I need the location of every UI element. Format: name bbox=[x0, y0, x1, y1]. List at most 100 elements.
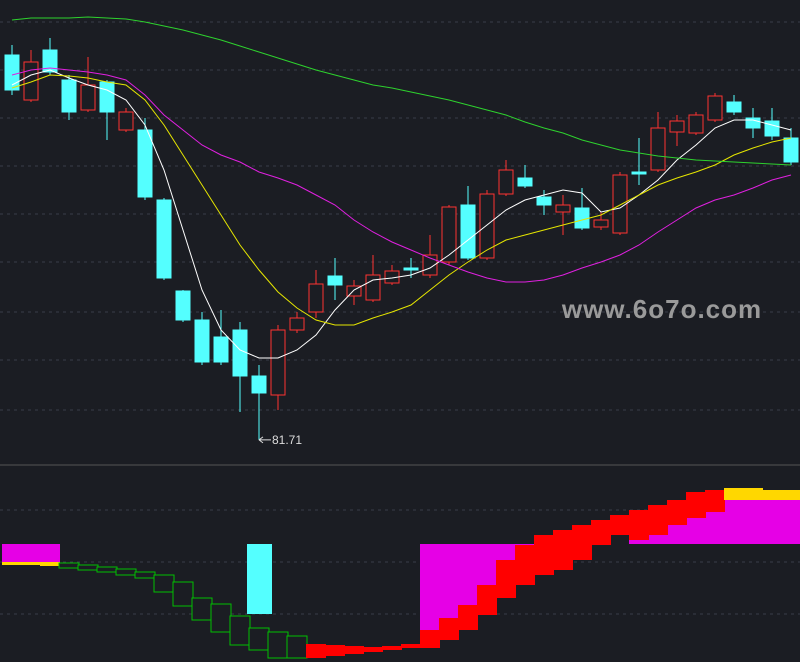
magenta-bar bbox=[705, 512, 725, 544]
candle-body bbox=[555, 204, 571, 213]
candle-body bbox=[631, 171, 647, 175]
indicator-bar bbox=[363, 647, 383, 652]
indicator-bar bbox=[58, 562, 80, 569]
indicator-bar bbox=[781, 490, 800, 500]
magenta-bar bbox=[420, 544, 440, 630]
magenta-bar bbox=[477, 544, 497, 585]
magenta-bar bbox=[496, 544, 516, 560]
indicator-bar bbox=[496, 560, 516, 598]
cyan-bar bbox=[247, 544, 272, 614]
magenta-bar bbox=[762, 500, 782, 544]
indicator-bar bbox=[534, 535, 554, 575]
magenta-bar bbox=[40, 544, 60, 562]
indicator-bar bbox=[2, 562, 22, 565]
indicator-bar bbox=[458, 605, 478, 630]
indicator-bar bbox=[401, 644, 421, 648]
candle-body bbox=[650, 127, 666, 171]
candle-body bbox=[61, 79, 77, 113]
magenta-bar bbox=[515, 544, 535, 545]
indicator-bar bbox=[134, 571, 156, 579]
indicator-bar bbox=[762, 490, 782, 500]
indicator-bar bbox=[153, 574, 175, 593]
watermark: www.6o7o.com bbox=[561, 294, 762, 324]
indicator-bar bbox=[286, 635, 308, 659]
candle-body bbox=[574, 207, 590, 229]
candle-body bbox=[669, 120, 685, 133]
indicator-bar bbox=[229, 615, 251, 646]
magenta-bar bbox=[724, 500, 744, 544]
indicator-bar bbox=[191, 597, 213, 621]
candle-body bbox=[118, 111, 134, 131]
candle-body bbox=[346, 285, 362, 297]
indicator-bar bbox=[629, 510, 649, 540]
indicator-bar bbox=[210, 603, 232, 633]
low-arrow bbox=[258, 436, 271, 444]
indicator-bar bbox=[21, 562, 41, 565]
indicator-bar bbox=[705, 490, 725, 512]
indicator-bar bbox=[743, 488, 763, 500]
candle-body bbox=[783, 137, 799, 163]
candle-body bbox=[270, 329, 286, 396]
candle-body bbox=[707, 95, 723, 121]
candle-body bbox=[232, 329, 248, 377]
indicator-bar bbox=[267, 631, 289, 659]
indicator-bar bbox=[477, 585, 497, 615]
indicator-bar bbox=[40, 562, 60, 566]
candle-body bbox=[308, 283, 324, 313]
candle-body bbox=[517, 177, 533, 187]
indicator-bar bbox=[325, 645, 345, 656]
candle-body bbox=[4, 54, 20, 91]
candle-body bbox=[498, 169, 514, 195]
magenta-bar bbox=[781, 500, 800, 544]
magenta-bar bbox=[686, 518, 706, 544]
indicator-bar bbox=[439, 618, 459, 640]
indicator-bar bbox=[648, 505, 668, 535]
indicator-bar bbox=[96, 566, 118, 573]
indicator-bar bbox=[382, 646, 402, 650]
indicator-bar bbox=[515, 545, 535, 585]
candle-body bbox=[213, 336, 229, 363]
indicator-bar bbox=[344, 646, 364, 654]
ma-line bbox=[11, 74, 792, 326]
indicator-bar bbox=[724, 488, 744, 500]
ma-line bbox=[11, 67, 792, 283]
candle-body bbox=[688, 114, 704, 134]
candle-body bbox=[479, 193, 495, 259]
magenta-bar bbox=[439, 544, 459, 618]
candle-body bbox=[194, 319, 210, 363]
ma-line bbox=[11, 69, 792, 359]
candle-body bbox=[422, 254, 438, 276]
candle-body bbox=[726, 101, 742, 113]
candle-body bbox=[99, 81, 115, 113]
indicator-bar bbox=[306, 644, 326, 658]
candle-body bbox=[251, 375, 267, 394]
magenta-bar bbox=[667, 525, 687, 544]
indicator-bar bbox=[572, 525, 592, 560]
candle-body bbox=[156, 199, 172, 279]
candle-body bbox=[536, 196, 552, 206]
candle-body bbox=[441, 206, 457, 263]
candle-body bbox=[23, 61, 39, 101]
candle-body bbox=[175, 290, 191, 321]
magenta-bar bbox=[648, 535, 668, 544]
candle-body bbox=[460, 204, 476, 259]
magenta-bar bbox=[629, 540, 649, 544]
low-label: 81.71 bbox=[272, 433, 302, 447]
indicator-bar bbox=[77, 564, 99, 571]
candle-body bbox=[593, 219, 609, 228]
indicator-bar bbox=[553, 530, 573, 570]
indicator-bar bbox=[686, 492, 706, 518]
candle-body bbox=[745, 117, 761, 129]
indicator-bar bbox=[610, 515, 630, 535]
indicator-bar bbox=[591, 520, 611, 545]
candle-body bbox=[764, 120, 780, 137]
candle-body bbox=[403, 267, 419, 271]
magenta-bar bbox=[2, 544, 22, 562]
indicator-bar bbox=[248, 627, 270, 651]
candle-body bbox=[80, 84, 96, 111]
candle-body bbox=[327, 275, 343, 286]
candle-body bbox=[365, 274, 381, 301]
